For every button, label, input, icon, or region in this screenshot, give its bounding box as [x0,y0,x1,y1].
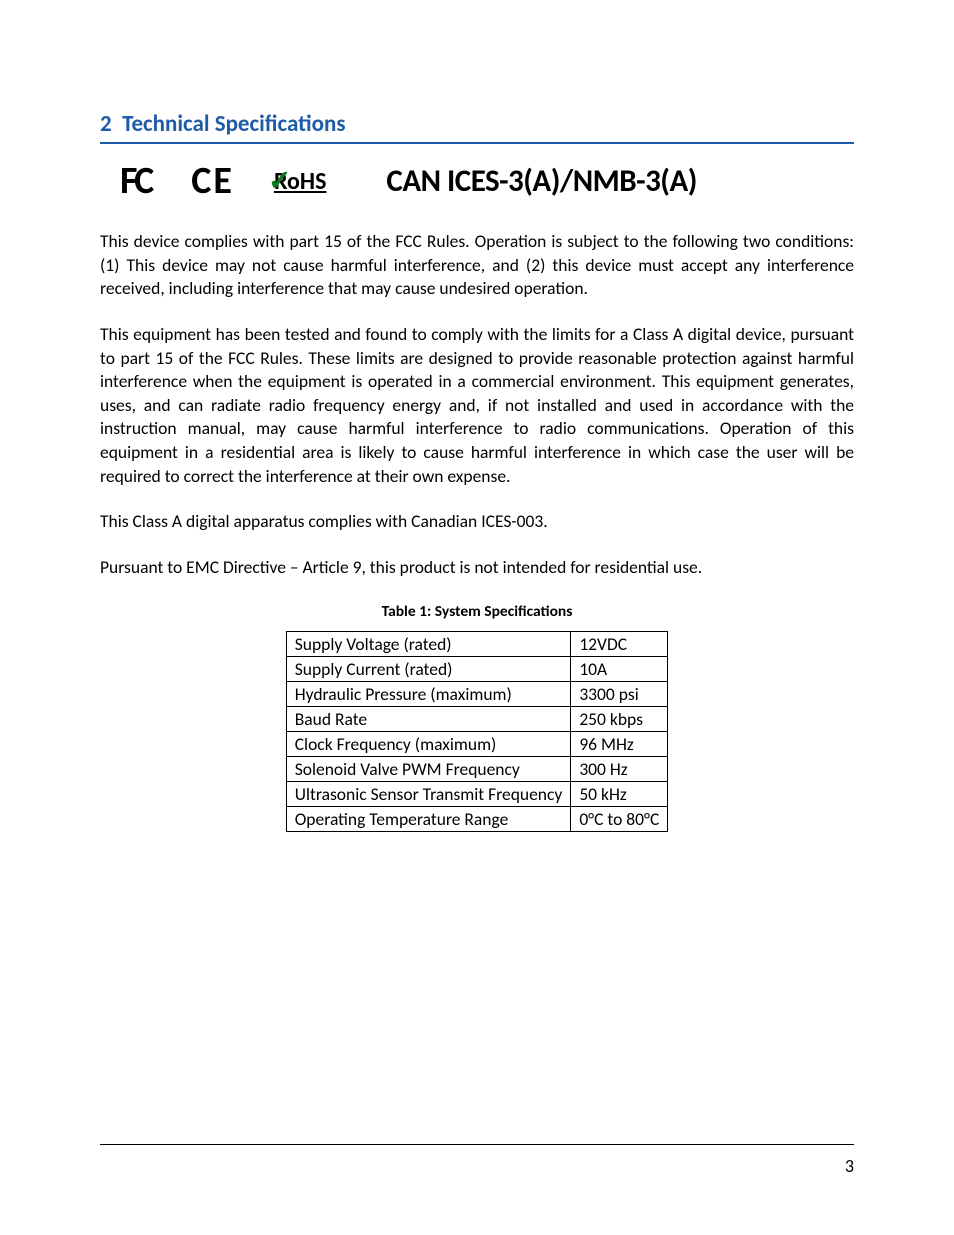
spec-label: Operating Temperature Range [286,806,571,831]
spec-value: 3300 psi [571,681,668,706]
spec-value: 12VDC [571,631,668,656]
specifications-table-body: Supply Voltage (rated)12VDC Supply Curre… [286,631,668,831]
table-row: Hydraulic Pressure (maximum)3300 psi [286,681,668,706]
emc-directive-paragraph: Pursuant to EMC Directive – Article 9, t… [100,556,854,580]
spec-value: 300 Hz [571,756,668,781]
spec-label: Hydraulic Pressure (maximum) [286,681,571,706]
table-row: Supply Current (rated)10A [286,656,668,681]
page-number: 3 [845,1155,854,1177]
page-container: 2 Technical Specifications FC CE ✓ RoHS … [0,0,954,1235]
spec-value: 250 kbps [571,706,668,731]
spec-label: Supply Voltage (rated) [286,631,571,656]
spec-value: 0°C to 80°C [571,806,668,831]
specifications-table: Supply Voltage (rated)12VDC Supply Curre… [286,631,669,832]
canadian-ices-paragraph: This Class A digital apparatus complies … [100,510,854,534]
section-heading: 2 Technical Specifications [100,110,854,144]
ce-logo-icon: CE [191,158,234,204]
table-row: Baud Rate250 kbps [286,706,668,731]
fcc-part15-paragraph: This device complies with part 15 of the… [100,230,854,301]
table-row: Ultrasonic Sensor Transmit Frequency50 k… [286,781,668,806]
spec-value: 96 MHz [571,731,668,756]
table-row: Solenoid Valve PWM Frequency300 Hz [286,756,668,781]
spec-label: Clock Frequency (maximum) [286,731,571,756]
class-a-paragraph: This equipment has been tested and found… [100,323,854,488]
section-title: Technical Specifications [122,110,345,138]
spec-label: Supply Current (rated) [286,656,571,681]
table-caption: Table 1: System Specifications [100,602,854,621]
table-row: Operating Temperature Range0°C to 80°C [286,806,668,831]
page-footer: 3 [100,1144,854,1177]
spec-value: 10A [571,656,668,681]
rohs-logo-icon: ✓ RoHS [274,167,326,196]
certification-logos-row: FC CE ✓ RoHS CAN ICES-3(A)/NMB-3(A) [100,158,854,204]
table-row: Clock Frequency (maximum)96 MHz [286,731,668,756]
checkmark-icon: ✓ [268,163,291,198]
spec-value: 50 kHz [571,781,668,806]
section-number: 2 [100,110,112,138]
table-row: Supply Voltage (rated)12VDC [286,631,668,656]
can-ices-label: CAN ICES-3(A)/NMB-3(A) [386,162,696,200]
spec-label: Ultrasonic Sensor Transmit Frequency [286,781,571,806]
spec-label: Solenoid Valve PWM Frequency [286,756,571,781]
fcc-logo-icon: FC [120,158,151,204]
spec-label: Baud Rate [286,706,571,731]
